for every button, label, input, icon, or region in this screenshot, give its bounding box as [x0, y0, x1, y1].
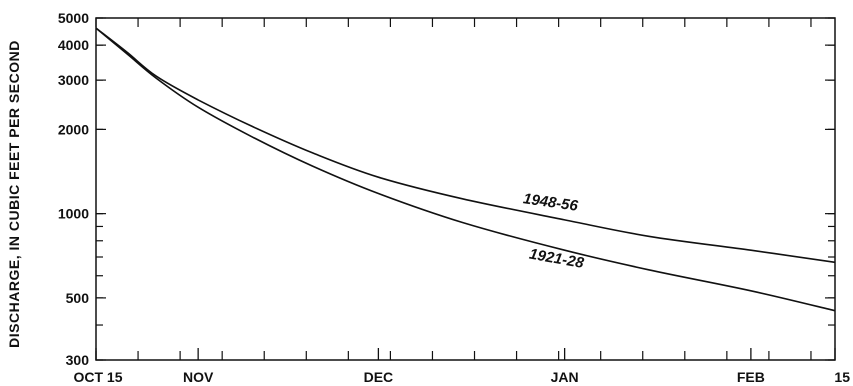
x-axis-ticks: OCT 15 NOV DEC JAN FEB 15 [73, 18, 850, 385]
y-tick-label: 500 [66, 290, 90, 306]
y-axis-label: DISCHARGE, IN CUBIC FEET PER SECOND [6, 40, 22, 348]
y-tick-label: 300 [66, 352, 90, 368]
x-tick-label: DEC [364, 369, 394, 385]
y-tick-label: 3000 [58, 72, 89, 88]
x-tick-label: NOV [183, 369, 214, 385]
x-tick-label: JAN [551, 369, 579, 385]
y-tick-label: 1000 [58, 206, 89, 222]
y-tick-label: 4000 [58, 37, 89, 53]
x-tick-label: 15 [834, 369, 850, 385]
x-tick-label: OCT 15 [73, 369, 122, 385]
plot-border [95, 17, 836, 361]
series-line-1921-28 [95, 27, 836, 312]
plot-frame [95, 17, 836, 361]
x-tick-label: FEB [737, 369, 765, 385]
series-line-1948-56 [95, 27, 836, 264]
series-label-1948-56: 1948-56 [522, 190, 580, 215]
y-axis-ticks: 300 500 1000 2000 3000 4000 5000 [58, 10, 835, 368]
y-tick-label: 5000 [58, 10, 89, 26]
y-tick-label: 2000 [58, 121, 89, 137]
series-label-1921-28: 1921-28 [528, 246, 586, 272]
series-lines: 1948-56 1921-28 [95, 27, 836, 312]
